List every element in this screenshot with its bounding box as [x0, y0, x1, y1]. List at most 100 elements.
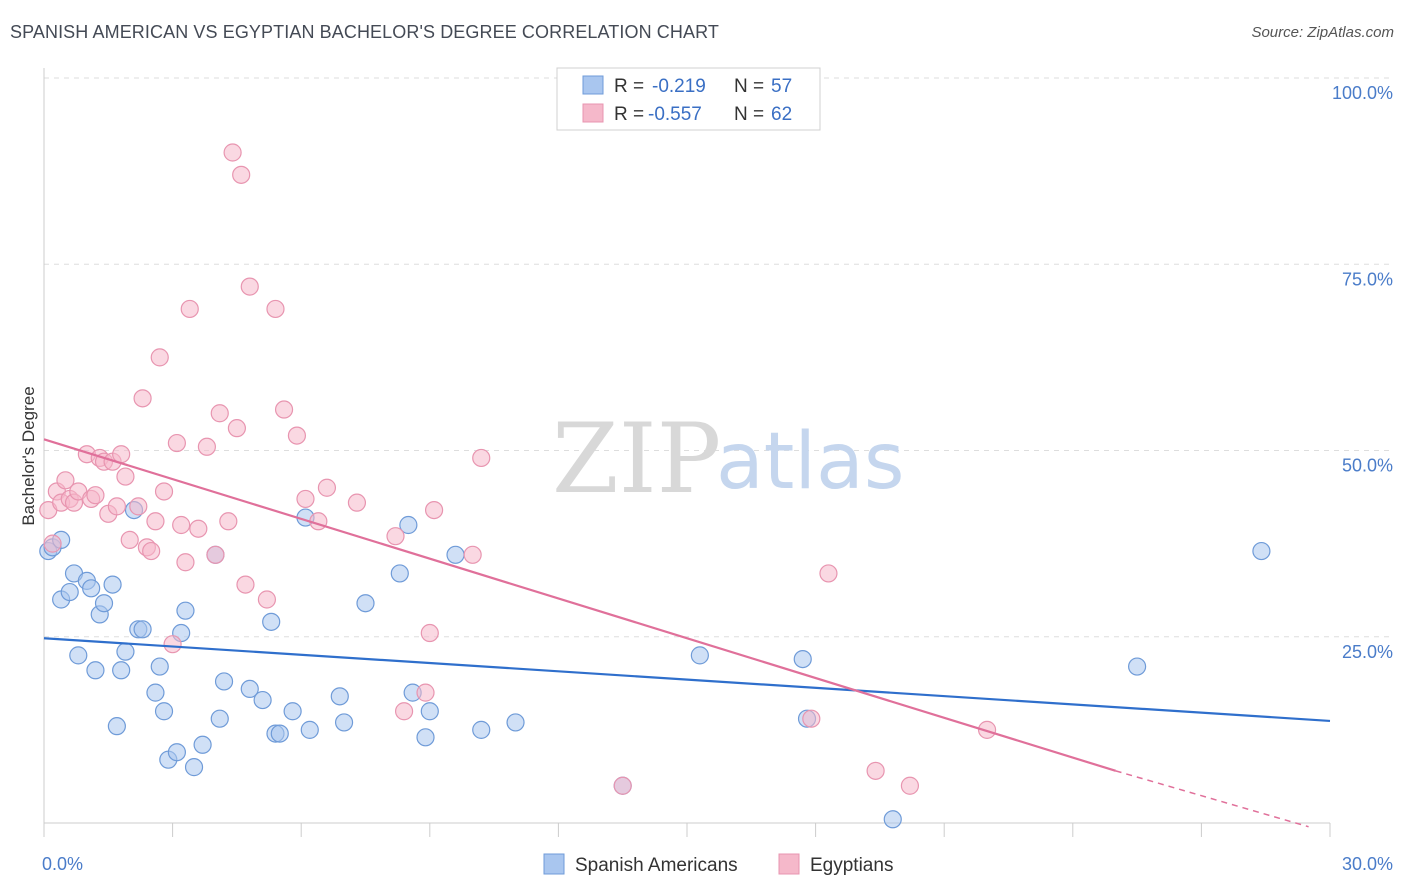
egyptian-point-35	[219, 512, 238, 531]
spanish-american-point-8	[82, 579, 101, 598]
spanish-american-point-47	[446, 545, 465, 564]
egyptian-point-20	[133, 389, 152, 408]
egyptian-point-52	[420, 623, 439, 643]
egyptian-point-31	[189, 519, 208, 538]
watermark-atlas: atlas	[716, 417, 905, 507]
spanish-american-point-45	[416, 728, 435, 747]
spanish-american-point-41	[356, 594, 375, 613]
spanish-american-point-12	[103, 575, 122, 594]
spanish-american-point-30	[214, 672, 234, 691]
spanish-american-point-18	[133, 620, 152, 639]
spanish-american-point-19	[146, 683, 165, 702]
egyptian-point-56	[613, 776, 632, 795]
egyptian-point-33	[206, 545, 225, 564]
chart-source: Source: ZipAtlas.com	[1251, 24, 1394, 41]
egyptian-point-32	[197, 437, 216, 456]
y-tick-label-2: 50.0%	[1342, 456, 1393, 476]
spanish-american-point-46	[420, 702, 439, 721]
egyptian-point-58	[819, 564, 838, 583]
spanish-american-point-54	[883, 810, 902, 829]
egyptian-point-36	[223, 143, 242, 162]
egyptian-point-16	[112, 445, 131, 464]
spanish-american-point-31	[240, 679, 259, 699]
egyptian-point-57	[802, 709, 821, 728]
legend-swatch-pink	[582, 103, 604, 123]
egyptian-point-44	[287, 426, 307, 445]
y-axis-label: Bachelor's Degree	[19, 386, 38, 525]
spanish-american-point-49	[506, 713, 525, 732]
egyptian-point-54	[463, 545, 482, 564]
egyptian-point-59	[866, 761, 885, 780]
spanish-american-point-26	[184, 758, 204, 777]
y-tick-label-0: 100.0%	[1332, 83, 1393, 103]
spanish-american-point-48	[472, 720, 491, 739]
spanish-american-point-43	[399, 515, 418, 535]
egyptian-point-15	[107, 497, 126, 516]
spanish-american-point-11	[94, 594, 114, 613]
egyptian-point-34	[210, 404, 229, 423]
spanish-american-point-14	[112, 661, 131, 680]
legend-r-value-2: -0.557	[648, 104, 702, 125]
y-tick-label-1: 75.0%	[1342, 269, 1393, 289]
egyptian-point-61	[977, 720, 997, 739]
egyptian-point-38	[232, 165, 251, 184]
spanish-american-point-21	[154, 702, 174, 721]
egyptian-point-28	[172, 515, 191, 535]
egyptian-point-18	[120, 530, 139, 550]
axes	[43, 68, 1331, 837]
egyptian-point-26	[163, 635, 182, 654]
watermark: ZIP atlas	[552, 403, 905, 515]
spanish-american-point-38	[300, 720, 319, 739]
egyptian-point-23	[146, 512, 165, 531]
y-tick-labels: 100.0% 75.0% 50.0% 25.0%	[1332, 83, 1393, 662]
spanish-american-point-39	[330, 687, 349, 706]
x-tick-labels: 0.0% 30.0%	[42, 854, 1393, 874]
egyptian-point-50	[394, 702, 414, 721]
egyptian-point-41	[257, 590, 277, 609]
spanish-american-point-36	[283, 702, 302, 721]
egyptian-point-39	[236, 575, 255, 594]
legend-n-value-2: 62	[771, 104, 792, 125]
egyptian-point-29	[176, 553, 195, 572]
x-tick-label-1: 30.0%	[1342, 854, 1393, 874]
legend-swatch-blue	[582, 75, 604, 95]
egyptian-point-4	[56, 471, 75, 490]
bottom-legend-egyptians: Egyptians	[810, 855, 893, 876]
grid-lines	[44, 77, 1392, 638]
egyptian-point-22	[142, 541, 161, 561]
spanish-american-point-32	[253, 690, 272, 710]
legend-n-value-1: 57	[771, 76, 792, 97]
trend-lines	[43, 438, 1331, 828]
egyptian-point-17	[116, 467, 135, 486]
egyptian-point-10	[86, 486, 105, 505]
legend-n-label-2: N =	[734, 104, 764, 125]
spanish-american-point-33	[262, 612, 281, 631]
egyptian-point-55	[472, 448, 491, 468]
bottom-legend-swatch-pink	[778, 853, 800, 875]
egyptian-point-37	[227, 419, 246, 438]
egyptian-point-19	[129, 497, 148, 516]
spanish-american-point-55	[1127, 657, 1147, 676]
legend: R = -0.219 N = 57 R = -0.557 N = 62	[556, 67, 821, 131]
spanish-american-point-15	[116, 642, 135, 661]
spanish-american-point-9	[86, 661, 105, 680]
chart-title: SPANISH AMERICAN VS EGYPTIAN BACHELOR'S …	[10, 22, 719, 42]
spanish-american-point-25	[176, 601, 195, 620]
bottom-legend: Spanish Americans Egyptians	[543, 853, 893, 876]
egyptian-point-49	[386, 527, 405, 546]
spanish-american-point-56	[1252, 541, 1271, 561]
trend-line-spanish-americans	[43, 637, 1331, 723]
egyptian-point-60	[900, 776, 920, 795]
egyptian-point-25	[154, 482, 174, 501]
spanish-american-point-6	[69, 646, 88, 665]
legend-r-label-1: R =	[614, 76, 644, 97]
bottom-legend-swatch-blue	[543, 853, 565, 875]
y-tick-label-3: 25.0%	[1342, 642, 1393, 662]
spanish-american-point-51	[690, 646, 709, 665]
spanish-american-point-35	[270, 724, 289, 743]
spanish-american-point-23	[167, 743, 186, 762]
legend-r-value-1: -0.219	[652, 76, 706, 97]
egyptian-point-1	[43, 534, 62, 553]
egyptian-point-27	[167, 433, 186, 453]
